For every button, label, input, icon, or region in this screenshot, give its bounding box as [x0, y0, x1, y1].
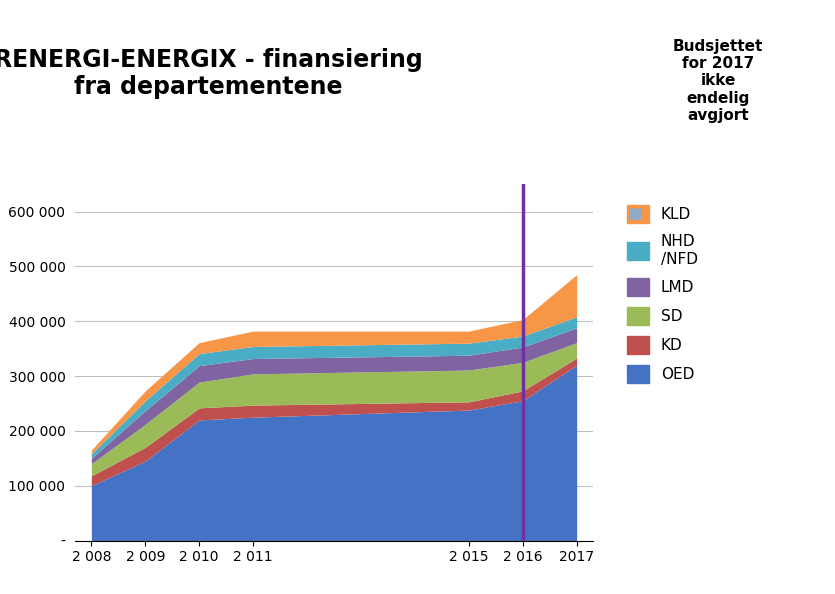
- Text: ■: ■: [627, 206, 642, 222]
- Text: Budsjettet
for 2017
ikke
endelig
avgjort: Budsjettet for 2017 ikke endelig avgjort: [673, 39, 763, 123]
- Legend: KLD, NHD
/NFD, LMD, SD, KD, OED: KLD, NHD /NFD, LMD, SD, KD, OED: [621, 199, 704, 389]
- Text: RENERGI-ENERGIX - finansiering
fra departementene: RENERGI-ENERGIX - finansiering fra depar…: [0, 48, 423, 99]
